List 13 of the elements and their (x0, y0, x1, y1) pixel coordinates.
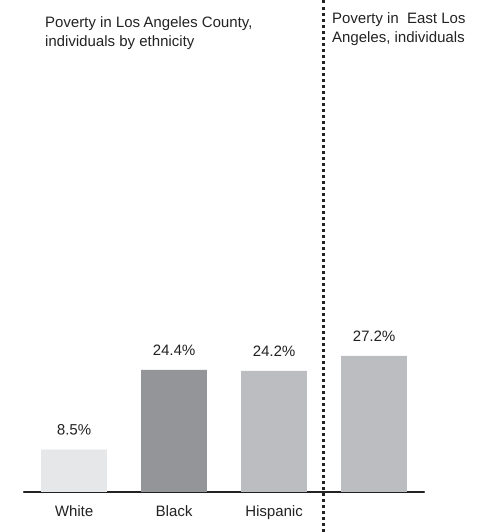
data-label: 24.2% (252, 342, 296, 360)
data-label: 27.2% (352, 328, 396, 345)
text: Poverty in East Los Angeles, individuals (332, 9, 466, 47)
x-tick-label: White (54, 503, 94, 520)
data-label: 24.4% (152, 342, 196, 359)
bar (341, 356, 407, 492)
chart-title: Poverty in Los Angeles County, individuals by ethnicity (45, 14, 257, 50)
bar (141, 370, 207, 492)
data-label: 8.5% (56, 421, 92, 438)
bar (241, 370, 307, 492)
bar (41, 449, 107, 492)
x-tick-label: Black (156, 503, 193, 520)
x-tick-label: Hispanic (245, 503, 304, 520)
